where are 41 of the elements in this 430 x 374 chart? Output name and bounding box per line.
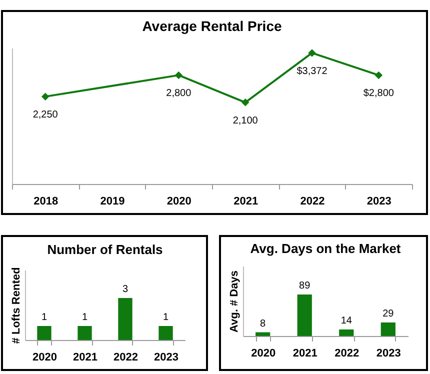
bar	[339, 329, 354, 336]
bar	[380, 322, 396, 336]
chart-title: Avg. Days on the Market	[250, 241, 402, 256]
bar	[256, 332, 270, 336]
x-tick-label: 2023	[366, 196, 392, 208]
x-tick-label: 2021	[234, 196, 258, 208]
data-label: 8	[260, 318, 266, 330]
point	[374, 71, 383, 80]
x-tick-label: 2020	[251, 348, 276, 360]
bar	[297, 294, 312, 336]
x-tick-label: 2023	[154, 352, 178, 364]
data-label: 2,250	[32, 110, 58, 121]
x-tick-label: 2019	[100, 196, 125, 208]
data-label: 1	[82, 312, 88, 323]
x-tick-label: 2018	[34, 196, 58, 208]
x-tick-label: 2022	[114, 352, 138, 364]
data-label: 2,800	[166, 88, 192, 100]
data-label: 14	[340, 315, 352, 326]
x-tick-label: 2023	[376, 348, 401, 360]
x-tick-label: 2022	[334, 348, 360, 360]
data-label: 3	[122, 284, 128, 295]
chart-title: Average Rental Price	[142, 18, 282, 34]
point	[174, 71, 183, 80]
point	[41, 92, 50, 100]
y-axis-title: # Lofts Rented	[10, 267, 22, 344]
x-tick-label: 2020	[166, 196, 192, 208]
point	[241, 98, 250, 106]
x-tick-label: 2021	[292, 348, 318, 360]
chart-title: Number of Rentals	[47, 242, 163, 257]
x-tick-label: 2022	[300, 196, 325, 208]
data-label: $2,800	[363, 88, 394, 100]
x-tick-label: 2020	[32, 352, 57, 364]
data-label: 89	[299, 280, 311, 292]
data-label: 1	[162, 312, 169, 323]
data-label: 1	[41, 312, 48, 323]
data-label: 29	[382, 308, 394, 320]
x-tick-label: 2021	[73, 352, 98, 364]
data-label: 2,100	[232, 115, 258, 126]
y-axis-title: Avg. # Days	[228, 270, 240, 332]
point	[308, 49, 316, 57]
data-label: $3,372	[296, 66, 328, 77]
